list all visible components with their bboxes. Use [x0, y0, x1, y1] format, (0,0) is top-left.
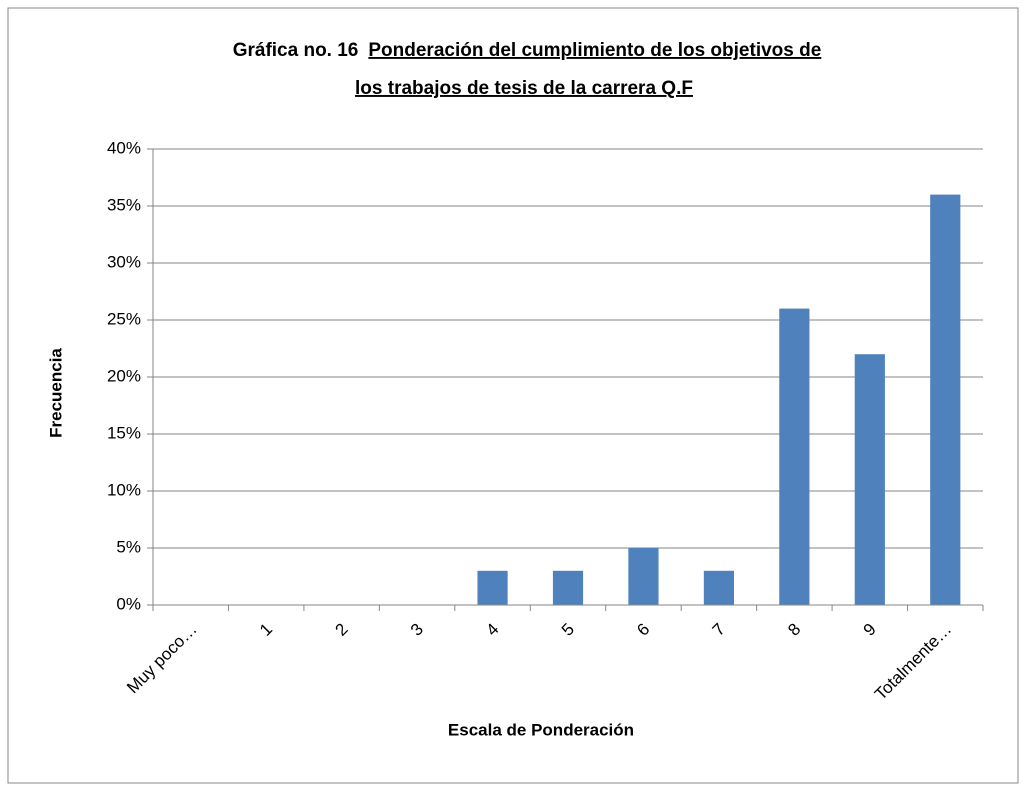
- chart-frame: [7, 7, 1019, 784]
- y-tick-label: 20%: [107, 366, 141, 385]
- title-line-2: los trabajos de tesis de la carrera Q.F: [355, 78, 693, 99]
- title-prefix: Gráfica no. 16: [233, 40, 359, 61]
- y-tick-label: 25%: [107, 309, 141, 328]
- y-tick-label: 0%: [116, 594, 141, 613]
- x-axis-title: Escala de Ponderación: [448, 720, 634, 739]
- y-tick-label: 35%: [107, 195, 141, 214]
- bar: [703, 570, 734, 605]
- bar: [930, 194, 961, 605]
- bar: [779, 308, 810, 605]
- bar: [477, 570, 508, 605]
- y-tick-label: 15%: [107, 423, 141, 442]
- chart-title: Gráfica no. 16 Ponderación del cumplimien…: [233, 40, 822, 61]
- bar: [854, 354, 885, 605]
- y-tick-label: 5%: [116, 537, 141, 556]
- y-tick-label: 40%: [107, 138, 141, 157]
- bar: [552, 570, 584, 605]
- title-line-1: Ponderación del cumplimiento de los obje…: [368, 40, 821, 61]
- y-tick-label: 30%: [107, 252, 141, 271]
- bar: [628, 548, 659, 605]
- y-tick-label: 10%: [107, 480, 141, 499]
- y-axis-title: Frecuencia: [46, 348, 65, 438]
